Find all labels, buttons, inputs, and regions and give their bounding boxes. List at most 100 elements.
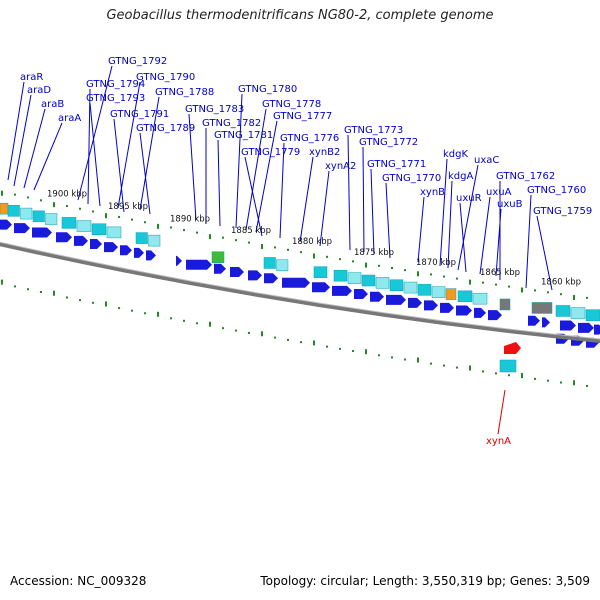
- gene-arrow: [354, 289, 368, 300]
- feature-box-gray: [499, 298, 511, 311]
- feature-box: [148, 234, 161, 247]
- gene-arrow: [440, 302, 454, 313]
- feature-box: [76, 220, 92, 232]
- feature-box: [499, 359, 517, 373]
- genome-summary-text: Topology: circular; Length: 3,550,319 bp…: [260, 574, 590, 588]
- leader-line: [244, 156, 263, 237]
- feature-box: [20, 207, 33, 220]
- leader-line: [385, 182, 391, 259]
- leader-line: [319, 170, 330, 247]
- feature-box: [61, 217, 77, 229]
- gene-label: GTNG_1770: [382, 173, 441, 184]
- gene-label: GTNG_1771: [367, 159, 426, 170]
- scale-label: 1870 kbp: [416, 258, 456, 268]
- gene-label: GTNG_1759: [533, 206, 592, 217]
- gene-label: kdgK: [443, 149, 468, 160]
- feature-box: [32, 210, 45, 223]
- gene-label: xynA2: [325, 161, 356, 172]
- gene-label: GTNG_1777: [273, 111, 332, 122]
- scale-label: 1875 kbp: [354, 248, 394, 258]
- scale-label: 1865 kbp: [480, 268, 520, 278]
- feature-box: [135, 232, 148, 244]
- gene-label: araA: [58, 113, 81, 124]
- gene-label: GTNG_1778: [262, 99, 321, 110]
- gene-label: GTNG_1779: [241, 147, 300, 158]
- gene-arrow: [120, 245, 132, 256]
- gene-arrow: [214, 263, 226, 274]
- feature-box-gray: [531, 302, 553, 314]
- gene-arrow: [332, 285, 352, 296]
- gene-arrow: [408, 297, 422, 308]
- gene-arrow: [74, 235, 88, 246]
- gene-label: GTNG_1781: [214, 130, 273, 141]
- gene-arrow: [176, 255, 182, 266]
- gene-label: GTNG_1782: [202, 118, 261, 129]
- feature-box: [361, 274, 376, 287]
- leader-line: [245, 108, 267, 231]
- leader-line: [7, 81, 25, 181]
- gene-label: uxuR: [456, 193, 482, 204]
- gene-arrow: [424, 300, 438, 311]
- leader-line: [89, 102, 101, 207]
- accession-text: Accession: NC_009328: [10, 574, 147, 588]
- feature-box: [472, 292, 488, 305]
- feature-box-orange: [445, 288, 457, 300]
- gene-label: GTNG_1762: [496, 171, 555, 182]
- leader-line: [33, 122, 63, 191]
- tick-ring-outer: [1, 190, 588, 301]
- gene-label: GTNG_1783: [185, 104, 244, 115]
- feature-box: [570, 307, 586, 319]
- gene-arrow: [560, 320, 576, 331]
- feature-box: [585, 309, 600, 321]
- scale-label: 1890 kbp: [170, 214, 210, 224]
- leader-line: [439, 158, 448, 267]
- leader-line: [77, 65, 113, 201]
- leader-line: [139, 96, 160, 211]
- gene-label: araD: [27, 85, 51, 96]
- gene-label: GTNG_1791: [110, 109, 169, 120]
- feature-box: [457, 290, 473, 303]
- feature-box-orange: [0, 202, 9, 215]
- gene-label: GTNG_1789: [136, 123, 195, 134]
- tick-ring-inner: [1, 279, 588, 387]
- feature-box: [263, 257, 276, 269]
- leader-line: [525, 194, 532, 289]
- leader-line: [347, 134, 351, 251]
- gene-label: GTNG_1760: [527, 185, 586, 196]
- gene-arrow: [370, 291, 384, 302]
- gene-arrow: [186, 259, 212, 270]
- scale-label: 1880 kbp: [292, 237, 332, 247]
- gene-arrow: [90, 239, 102, 250]
- gene-label: GTNG_1794: [86, 79, 145, 90]
- gene-arrow: [264, 273, 278, 284]
- feature-box: [555, 305, 571, 317]
- gene-label: GTNG_1793: [86, 93, 145, 104]
- map-title: Geobacillus thermodenitrificans NG80-2, …: [106, 8, 494, 23]
- leader-line: [479, 196, 491, 275]
- gene-arrow: [56, 232, 72, 243]
- gene-arrow: [386, 294, 406, 305]
- feature-box: [347, 272, 362, 284]
- leader-line: [457, 164, 479, 271]
- genome-backbone-highlight: [0, 241, 600, 340]
- leader-line: [113, 118, 125, 213]
- feature-box: [106, 226, 122, 239]
- gene-label: GTNG_1790: [136, 72, 195, 83]
- gene-arrow: [14, 223, 30, 234]
- gene-label: uxuA: [486, 187, 512, 198]
- leader-line-highlight: [497, 389, 506, 435]
- feature-box: [333, 269, 348, 282]
- feature-box: [375, 277, 390, 289]
- scale-labels: 1900 kbp 1895 kbp 1890 kbp 1885 kbp 1880 kbp…: [47, 189, 581, 287]
- gene-arrow: [0, 219, 12, 230]
- feature-red: [504, 342, 521, 354]
- gene-arrow: [474, 307, 486, 318]
- gene-arrow: [32, 227, 52, 238]
- leader-line: [87, 88, 91, 205]
- gene-arrow: [230, 267, 244, 278]
- feature-box: [7, 205, 20, 217]
- gene-label: GTNG_1788: [155, 87, 214, 98]
- leader-line: [299, 156, 314, 243]
- gene-arrow: [248, 270, 262, 281]
